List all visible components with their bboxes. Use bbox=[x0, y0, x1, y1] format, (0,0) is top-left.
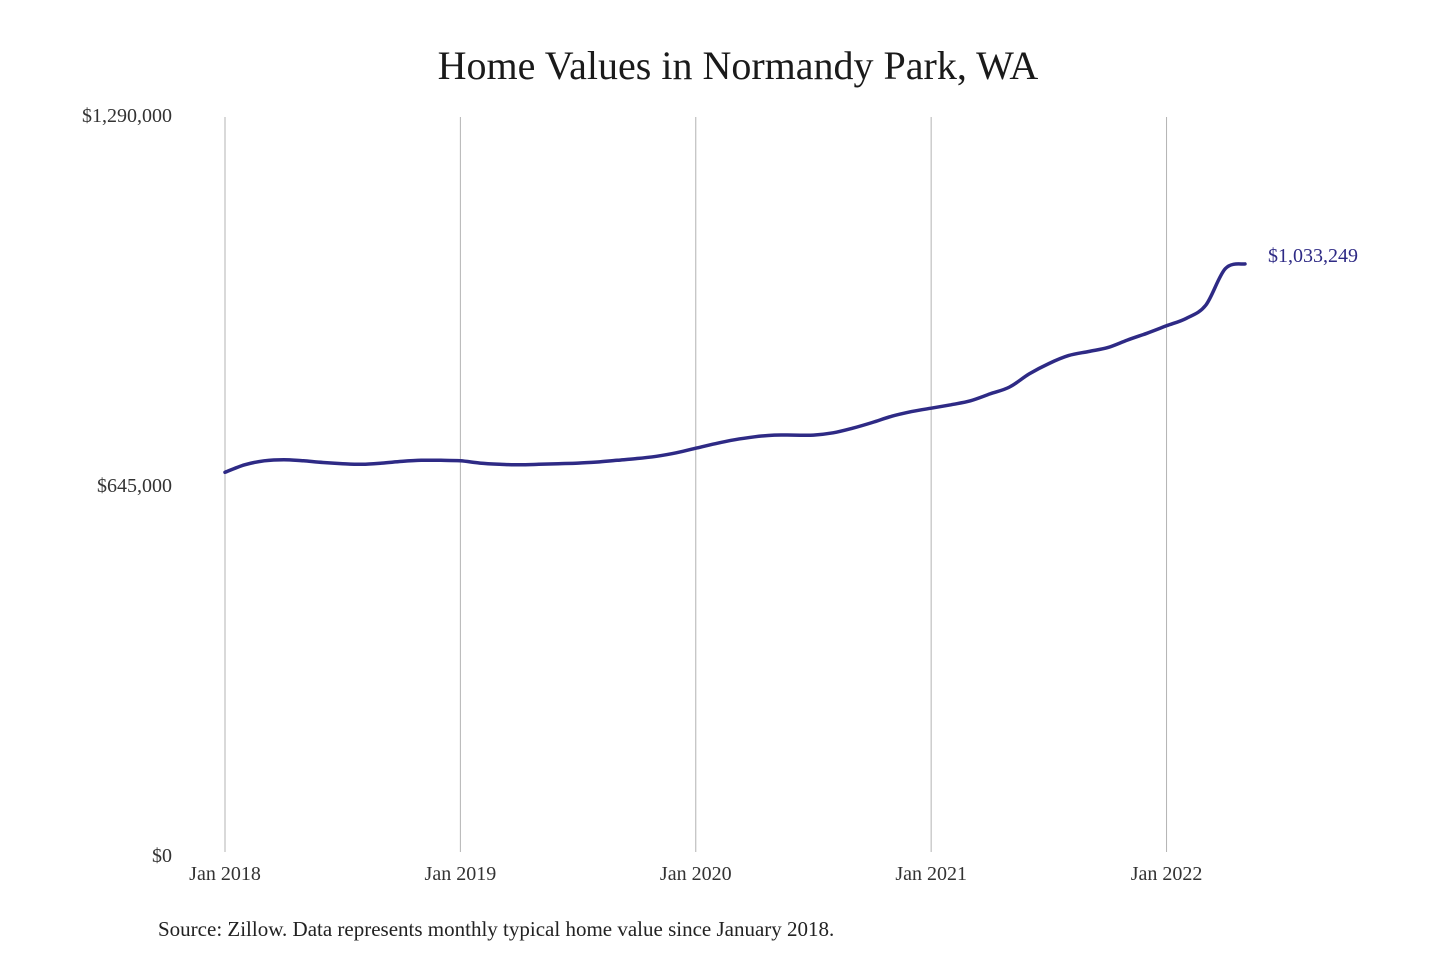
series-line bbox=[223, 262, 1247, 475]
x-tick-label: Jan 2020 bbox=[660, 863, 732, 885]
y-tick-label: $645,000 bbox=[97, 475, 172, 497]
y-tick-label: $0 bbox=[152, 845, 172, 867]
source-note: Source: Zillow. Data represents monthly … bbox=[158, 917, 835, 941]
end-value-label: $1,033,249 bbox=[1268, 245, 1358, 267]
x-tick-label: Jan 2019 bbox=[425, 863, 497, 885]
chart-title: Home Values in Normandy Park, WA bbox=[437, 43, 1039, 88]
x-tick-label: Jan 2022 bbox=[1131, 863, 1203, 885]
y-tick-label: $1,290,000 bbox=[82, 105, 172, 127]
x-tick-label: Jan 2021 bbox=[895, 863, 967, 885]
x-tick-label: Jan 2018 bbox=[189, 863, 261, 885]
